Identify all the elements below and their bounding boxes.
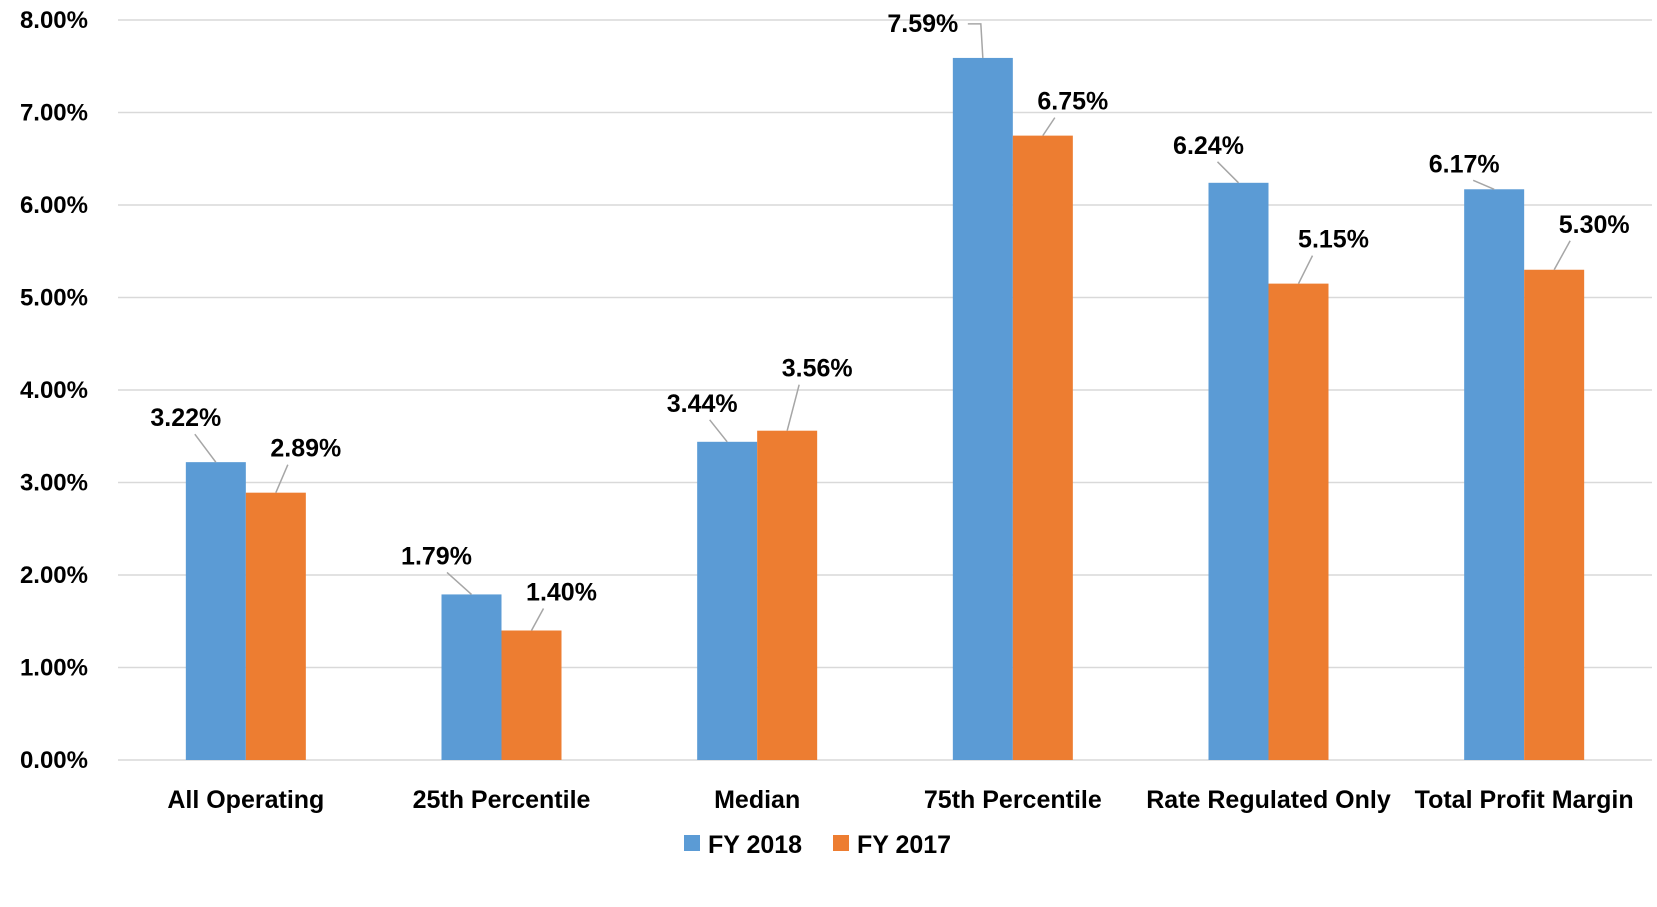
gridlines [118, 19, 1652, 761]
leader-line [1553, 240, 1571, 271]
x-category-label: All Operating [167, 786, 324, 814]
x-axis-category-labels: All Operating 25th Percentile Median 75th P… [167, 786, 1633, 814]
y-tick-label: 4.00% [20, 377, 88, 404]
bar-fy2018 [697, 441, 758, 760]
data-label: 5.30% [1559, 211, 1630, 239]
data-label: 6.17% [1429, 150, 1500, 178]
bar-fy2017 [1524, 269, 1585, 760]
label-leader-lines [194, 23, 1571, 631]
bar-fy2017 [757, 430, 818, 760]
x-category-label: 25th Percentile [413, 786, 591, 814]
y-tick-label: 2.00% [20, 562, 88, 589]
leader-line [446, 571, 473, 595]
data-label: 7.59% [887, 10, 958, 38]
data-label: 6.24% [1173, 132, 1244, 160]
bar-fy2018 [952, 57, 1013, 761]
legend-swatch-fy2017 [833, 835, 849, 851]
data-label: 1.79% [401, 542, 472, 570]
bar-fy2017 [1268, 283, 1329, 760]
data-label: 3.44% [667, 390, 738, 418]
bar-fy2018 [1208, 182, 1269, 761]
data-label: 2.89% [270, 435, 341, 463]
bar-fy2017 [501, 630, 562, 760]
legend-label: FY 2017 [857, 831, 951, 859]
y-tick-label: 5.00% [20, 285, 88, 312]
legend-label: FY 2018 [708, 831, 802, 859]
legend: FY 2018 FY 2017 [684, 831, 951, 859]
data-label: 5.15% [1298, 226, 1369, 254]
data-labels: 3.22% 2.89% 1.79% 1.40% 3.44% 3.56% 7.59% 6.75%… [150, 10, 1629, 607]
leader-line [1042, 117, 1056, 137]
bar-fy2017 [245, 492, 306, 760]
bar-fy2018 [441, 594, 502, 760]
y-tick-label: 1.00% [20, 655, 88, 682]
y-tick-label: 8.00% [20, 7, 88, 34]
bar-fy2017 [1012, 135, 1073, 760]
data-label: 3.22% [150, 404, 221, 432]
leader-line [786, 384, 800, 431]
leader-line [1216, 161, 1240, 184]
x-category-label: 75th Percentile [924, 786, 1102, 814]
y-tick-label: 7.00% [20, 100, 88, 127]
bar-fy2018 [185, 462, 246, 760]
leader-line [1472, 179, 1495, 190]
leader-line [275, 464, 289, 493]
x-category-label: Rate Regulated Only [1146, 786, 1391, 814]
data-label: 3.56% [782, 355, 853, 383]
x-category-label: Median [714, 786, 800, 814]
y-tick-label: 0.00% [20, 747, 88, 774]
x-category-label: Total Profit Margin [1415, 786, 1634, 814]
y-tick-label: 6.00% [20, 192, 88, 219]
y-tick-label: 3.00% [20, 470, 88, 497]
leader-line [530, 608, 545, 631]
leader-line [194, 433, 217, 463]
data-label: 6.75% [1037, 88, 1108, 116]
leader-line [709, 419, 728, 443]
y-axis-tick-labels: 0.00% 1.00% 2.00% 3.00% 4.00% 5.00% 6.00% 7.00%… [20, 7, 88, 774]
bars [185, 57, 1585, 761]
leader-line [1297, 255, 1314, 284]
leader-line [967, 23, 984, 58]
legend-swatch-fy2018 [684, 835, 700, 851]
bar-fy2018 [1464, 189, 1525, 760]
data-label: 1.40% [526, 579, 597, 607]
